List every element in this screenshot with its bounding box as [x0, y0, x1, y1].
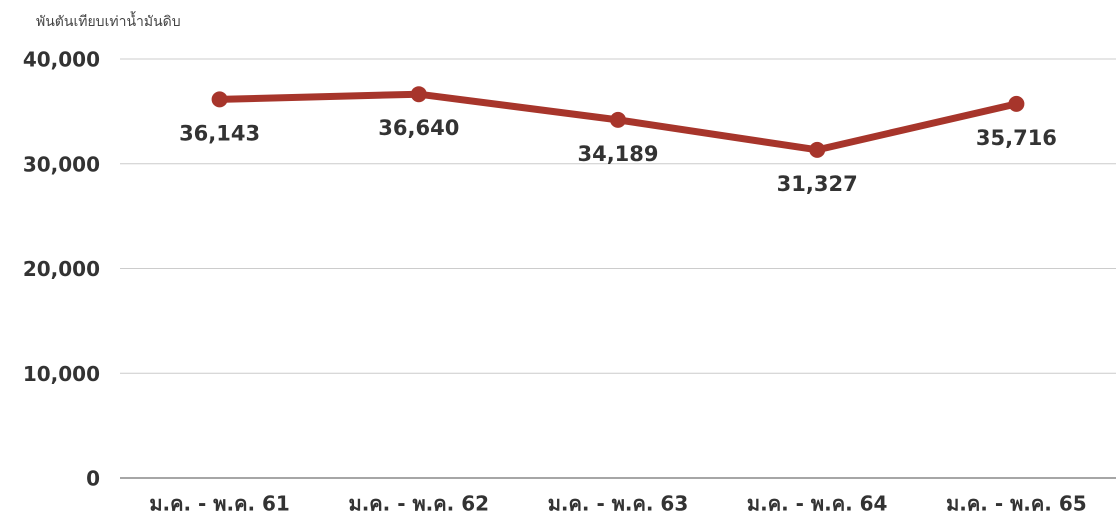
y-tick-label: 10,000	[23, 362, 100, 386]
value-label: 31,327	[777, 172, 858, 196]
y-axis-label: พันตันเทียบเท่าน้ำมันดิบ	[36, 11, 181, 30]
x-tick-label: ม.ค. - พ.ค. 63	[548, 492, 689, 516]
value-label: 36,640	[378, 116, 459, 140]
value-label: 36,143	[179, 121, 260, 145]
point	[809, 141, 826, 158]
point	[211, 91, 228, 108]
x-tick-label: ม.ค. - พ.ค. 65	[946, 492, 1087, 516]
y-tick-label: 40,000	[23, 48, 100, 72]
y-tick-label: 0	[86, 467, 100, 491]
point	[410, 86, 427, 103]
value-label: 34,189	[577, 142, 658, 166]
value-label: 35,716	[976, 126, 1057, 150]
x-tick-label: ม.ค. - พ.ค. 61	[149, 492, 290, 516]
point	[1008, 95, 1025, 112]
y-tick-label: 30,000	[23, 152, 100, 176]
x-tick-label: ม.ค. - พ.ค. 62	[349, 492, 490, 516]
x-tick-label: ม.ค. - พ.ค. 64	[747, 492, 888, 516]
point	[610, 111, 626, 128]
y-tick-label: 20,000	[23, 257, 100, 281]
